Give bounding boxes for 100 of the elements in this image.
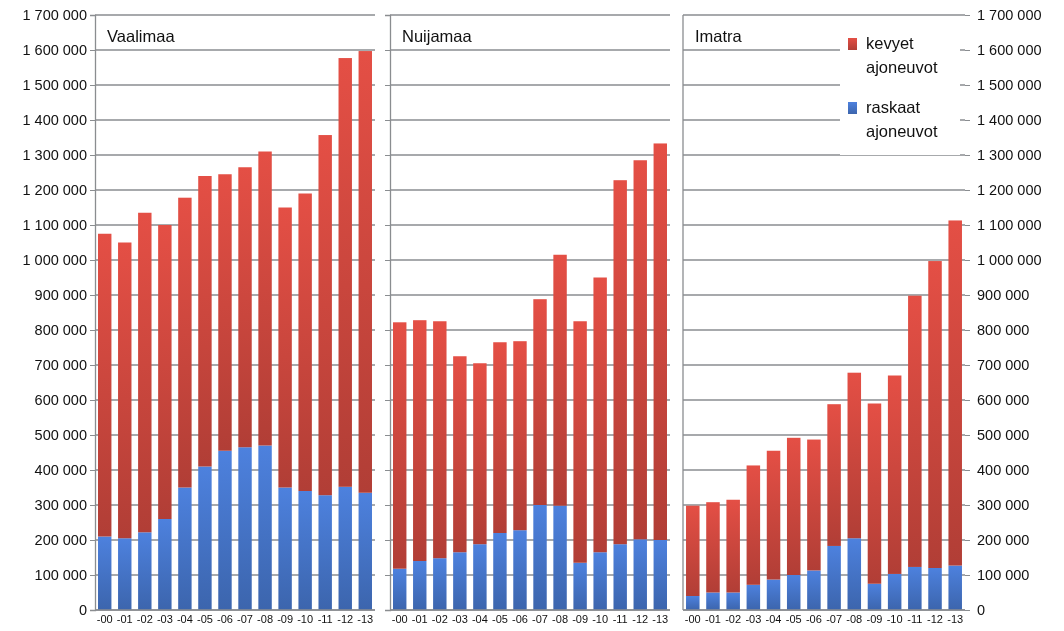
x-tick-label: -09 bbox=[866, 612, 883, 625]
y-tick-label: 300 000 bbox=[34, 497, 87, 514]
x-tick-label: -05 bbox=[491, 612, 508, 625]
y2-tick-label: 0 bbox=[977, 602, 986, 619]
x-tick-label: -07 bbox=[826, 612, 843, 625]
x-tick-label: -10 bbox=[886, 612, 903, 625]
y2-tick-label: 1 300 000 bbox=[977, 147, 1042, 164]
y-tick-label: 600 000 bbox=[34, 392, 87, 409]
y2-tick-label: 800 000 bbox=[977, 322, 1030, 339]
bar bbox=[807, 439, 821, 571]
bar bbox=[453, 552, 467, 610]
bar bbox=[726, 499, 740, 593]
y2-tick-label: 1 500 000 bbox=[977, 77, 1042, 94]
bar bbox=[318, 135, 332, 496]
x-tick-label: -07 bbox=[532, 612, 548, 625]
y-tick-label: 1 000 000 bbox=[22, 252, 87, 269]
bar bbox=[98, 233, 112, 537]
bar bbox=[533, 299, 547, 505]
y-tick-label: 100 000 bbox=[34, 567, 87, 584]
y-tick-label: 500 000 bbox=[34, 427, 87, 444]
bar bbox=[338, 486, 352, 610]
x-tick-label: -11 bbox=[317, 612, 333, 625]
x-tick-label: -04 bbox=[765, 612, 782, 625]
bar bbox=[867, 583, 882, 610]
bar bbox=[358, 51, 372, 493]
bar bbox=[158, 519, 172, 610]
text: Imatra bbox=[695, 27, 743, 45]
x-tick-label: -01 bbox=[411, 612, 428, 625]
bar bbox=[138, 212, 152, 533]
y-tick-label: 700 000 bbox=[34, 357, 87, 374]
bar bbox=[358, 492, 372, 610]
x-tick-label: -13 bbox=[652, 612, 669, 625]
bar bbox=[198, 176, 212, 467]
x-tick-label: -03 bbox=[745, 612, 762, 625]
bar bbox=[766, 450, 781, 580]
y2-tick-label: 500 000 bbox=[977, 427, 1030, 444]
bar bbox=[847, 372, 862, 539]
bar bbox=[786, 575, 801, 610]
bar bbox=[513, 530, 527, 610]
bar bbox=[948, 220, 962, 566]
bar bbox=[433, 558, 447, 610]
bar bbox=[726, 592, 740, 610]
bar bbox=[908, 295, 922, 567]
x-tick-label: -11 bbox=[907, 612, 923, 625]
x-tick-label: -03 bbox=[451, 612, 468, 625]
y-tick-label: 0 bbox=[78, 602, 87, 619]
x-tick-label: -12 bbox=[632, 612, 649, 625]
y2-tick-label: 200 000 bbox=[977, 532, 1030, 549]
bar bbox=[298, 491, 312, 610]
bar bbox=[178, 197, 192, 488]
bar bbox=[493, 342, 507, 533]
bar bbox=[453, 356, 467, 553]
bar bbox=[433, 321, 447, 559]
x-tick-label: -08 bbox=[846, 612, 863, 625]
x-tick-label: -00 bbox=[684, 612, 701, 625]
bar bbox=[653, 540, 667, 610]
x-tick-label: -00 bbox=[391, 612, 408, 625]
x-tick-label: -06 bbox=[217, 612, 233, 625]
bar bbox=[238, 447, 252, 610]
y-tick-label: 1 600 000 bbox=[22, 42, 87, 59]
bar bbox=[298, 193, 312, 491]
bar bbox=[278, 487, 292, 610]
y-tick-label: 1 100 000 bbox=[22, 217, 87, 234]
bar bbox=[218, 174, 232, 451]
x-tick-label: -02 bbox=[136, 612, 153, 625]
y-tick-label: 1 700 000 bbox=[22, 7, 87, 24]
x-tick-label: -00 bbox=[96, 612, 113, 625]
y2-tick-label: 400 000 bbox=[977, 462, 1030, 479]
bar bbox=[613, 180, 627, 545]
x-tick-label: -06 bbox=[512, 612, 528, 625]
bar bbox=[158, 225, 172, 519]
bar bbox=[473, 363, 487, 545]
y-tick-label: 200 000 bbox=[34, 532, 87, 549]
y2-tick-label: 100 000 bbox=[977, 567, 1030, 584]
y2-tick-label: 300 000 bbox=[977, 497, 1030, 514]
bar bbox=[593, 277, 607, 553]
bar bbox=[533, 505, 547, 610]
y-tick-label: 1 300 000 bbox=[22, 147, 87, 164]
bar bbox=[553, 254, 567, 506]
x-tick-label: -09 bbox=[572, 612, 589, 625]
x-tick-label: -06 bbox=[805, 612, 822, 625]
bar bbox=[413, 561, 427, 610]
x-tick-label: -05 bbox=[196, 612, 213, 625]
bar bbox=[887, 375, 902, 574]
x-tick-label: -08 bbox=[552, 612, 569, 625]
x-tick-label: -02 bbox=[431, 612, 448, 625]
y-tick-label: 900 000 bbox=[34, 287, 87, 304]
bar bbox=[653, 143, 667, 540]
y2-tick-label: 1 200 000 bbox=[977, 182, 1042, 199]
y-tick-label: 1 500 000 bbox=[22, 77, 87, 94]
bar bbox=[633, 160, 647, 540]
x-tick-label: -13 bbox=[357, 612, 374, 625]
bar bbox=[138, 532, 152, 610]
bar bbox=[238, 167, 252, 448]
y2-tick-label: 600 000 bbox=[977, 392, 1030, 409]
x-tick-label: -04 bbox=[471, 612, 488, 625]
bar bbox=[98, 536, 112, 610]
bar bbox=[948, 565, 962, 610]
bar bbox=[807, 570, 821, 610]
bar bbox=[827, 404, 841, 546]
